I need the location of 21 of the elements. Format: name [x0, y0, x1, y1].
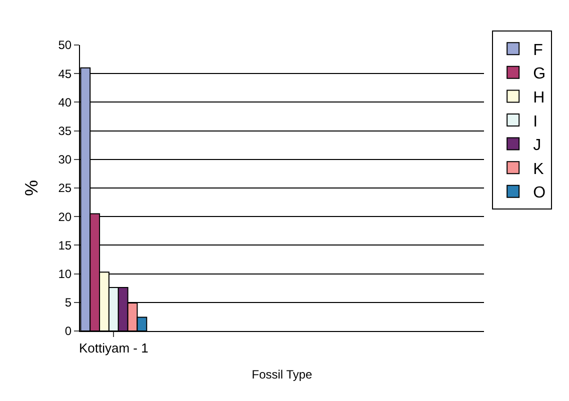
legend-label: K [533, 160, 544, 178]
y-tick-label: 5 [64, 296, 72, 310]
y-tick-label: 50 [58, 38, 72, 52]
legend-label: I [533, 113, 538, 130]
y-tick-label: 35 [58, 124, 72, 138]
legend-label: G [533, 66, 546, 83]
y-tick-label: 25 [58, 181, 72, 196]
y-tick-label: 20 [58, 210, 72, 224]
x-axis-title: Fossil Type [252, 368, 313, 382]
y-tick-label: 0 [64, 324, 72, 338]
y-axis-title: % [21, 180, 42, 196]
y-tick-label: 40 [58, 95, 72, 110]
x-tick-label: Kottiyam - 1 [78, 340, 148, 356]
legend-label: H [533, 89, 545, 106]
y-tick-label: 30 [58, 152, 72, 167]
y-tick-label: 10 [58, 267, 72, 281]
legend-label: F [533, 42, 544, 59]
legend-label: J [533, 137, 542, 154]
y-tick-label: 45 [58, 66, 72, 81]
y-tick-label: 15 [58, 238, 72, 252]
legend-label: O [533, 184, 546, 202]
